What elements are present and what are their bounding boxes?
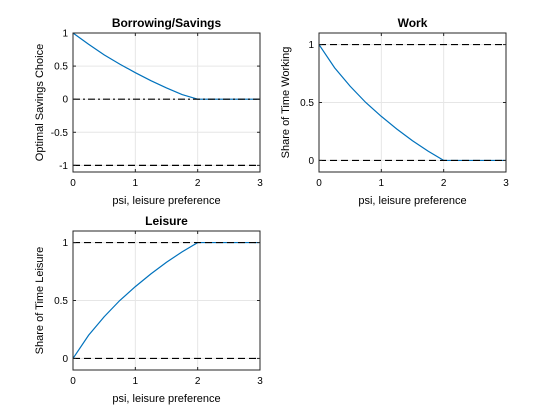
plot-area — [73, 33, 260, 172]
x-tick-label: 0 — [70, 178, 76, 189]
x-tick-label: 3 — [257, 376, 263, 387]
x-axis-label: psi, leisure preference — [358, 195, 466, 207]
y-tick-label: -0.5 — [51, 128, 69, 139]
x-axis-label: psi, leisure preference — [112, 195, 220, 207]
y-tick-label: 0.5 — [300, 98, 314, 109]
subplot-3: 0 1 2 3 0 0.5 1 Leisure psi, leisure preference S… — [34, 214, 263, 405]
chart-title: Work — [398, 16, 428, 30]
x-tick-label: 0 — [70, 376, 76, 387]
y-tick-label: 0.5 — [54, 296, 68, 307]
x-tick-label: 2 — [441, 178, 447, 189]
y-tick-label: 0 — [62, 354, 68, 365]
x-tick-label: 1 — [133, 376, 139, 387]
chart-title: Leisure — [145, 214, 188, 228]
y-tick-label: 0 — [62, 95, 68, 106]
x-tick-label: 3 — [257, 178, 263, 189]
y-tick-label: 1 — [62, 238, 68, 249]
x-tick-label: 1 — [133, 178, 139, 189]
y-tick-label: 1 — [62, 29, 68, 40]
y-tick-label: 0 — [308, 156, 314, 167]
x-tick-label: 2 — [195, 376, 201, 387]
y-tick-label: 0.5 — [54, 62, 68, 73]
y-axis-label: Share of Time Leisure — [34, 247, 46, 355]
x-tick-label: 1 — [379, 178, 385, 189]
y-axis-label: Share of Time Working — [280, 47, 292, 159]
y-tick-label: -1 — [59, 161, 68, 172]
x-axis-label: psi, leisure preference — [112, 393, 220, 405]
x-tick-label: 3 — [503, 178, 509, 189]
x-tick-label: 0 — [316, 178, 322, 189]
y-axis-label: Optimal Savings Choice — [34, 44, 46, 161]
y-tick-label: 1 — [308, 40, 314, 51]
subplot-1: 0 1 2 3 -1 -0.5 0 0.5 1 Borrowing/Savings psi, lei… — [34, 16, 263, 207]
subplot-2: 0 1 2 3 0 0.5 1 Work psi, leisure preference Shar… — [280, 16, 509, 207]
chart-title: Borrowing/Savings — [112, 16, 222, 30]
x-tick-label: 2 — [195, 178, 201, 189]
